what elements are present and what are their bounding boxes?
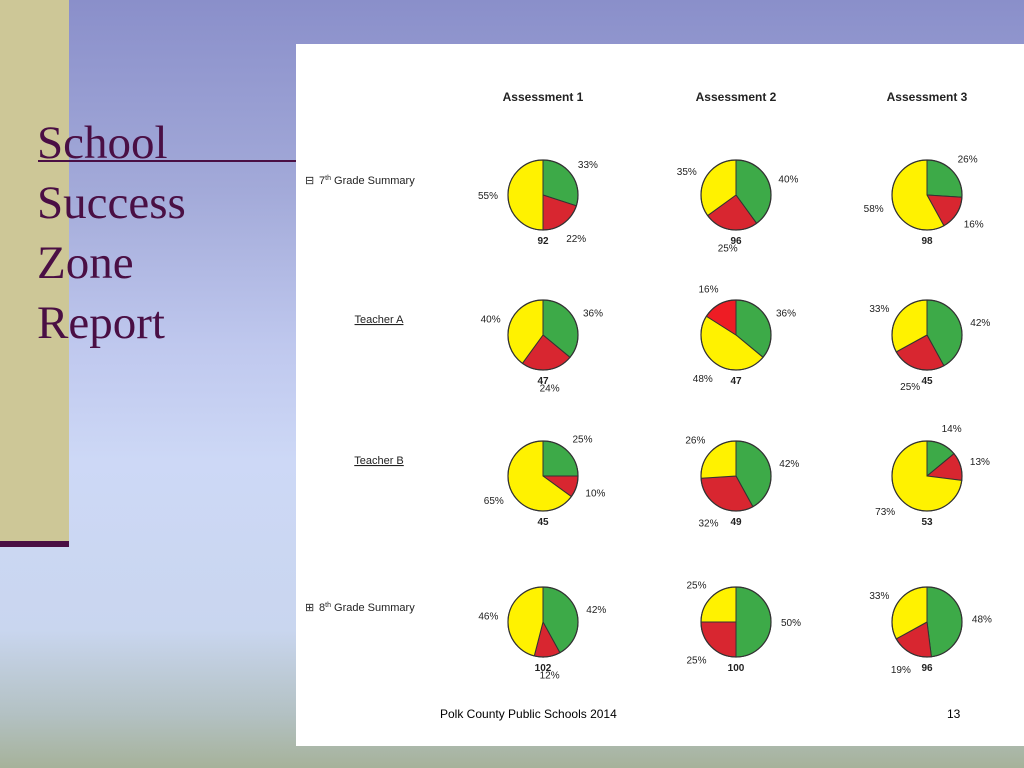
student-count-label: 96 — [921, 663, 933, 674]
yellow-percent-label: 40% — [481, 315, 501, 326]
page-number: 13 — [947, 707, 961, 721]
pie-outline — [507, 159, 579, 231]
green-percent-label: 36% — [583, 308, 603, 319]
red-percent-label: 22% — [566, 234, 586, 245]
title-underline — [38, 160, 300, 162]
green-slice — [926, 586, 963, 658]
footer-text: Polk County Public Schools 2014 — [440, 707, 617, 721]
pie-outline — [700, 440, 772, 512]
yellow-percent-label: 73% — [875, 507, 895, 518]
row-label: 7th Grade Summary — [319, 175, 415, 187]
green-percent-label: 26% — [958, 155, 978, 166]
red-percent-label: 25% — [900, 382, 920, 393]
red-percent-label: 16% — [698, 285, 718, 296]
green-percent-label: 42% — [779, 459, 799, 470]
red-percent-label: 24% — [540, 384, 560, 395]
pie-outline — [507, 299, 579, 371]
student-count-label: 98 — [921, 236, 933, 247]
expand-toggle-icon: ⊞ — [305, 602, 314, 614]
green-percent-label: 36% — [776, 308, 796, 319]
pie-outline — [700, 299, 772, 371]
student-count-label: 45 — [537, 517, 549, 528]
yellow-percent-label: 48% — [693, 374, 713, 385]
red-percent-label: 19% — [891, 665, 911, 676]
title-line-2: Success — [37, 177, 186, 229]
red-percent-label: 25% — [718, 243, 738, 254]
yellow-percent-label: 58% — [864, 204, 884, 215]
student-count-label: 100 — [728, 663, 745, 674]
student-count-label: 45 — [921, 376, 933, 387]
yellow-percent-label: 46% — [478, 611, 498, 622]
row-label: Teacher B — [354, 455, 404, 467]
pie-outline — [891, 159, 963, 231]
red-percent-label: 13% — [970, 457, 990, 468]
green-percent-label: 25% — [573, 435, 593, 446]
green-percent-label: 42% — [970, 318, 990, 329]
row-label: Teacher A — [355, 314, 405, 326]
red-percent-label: 12% — [540, 671, 560, 682]
student-count-label: 96 — [730, 236, 742, 247]
column-header: Assessment 3 — [887, 90, 968, 104]
student-count-label: 102 — [535, 663, 552, 674]
pie-outline — [891, 440, 963, 512]
green-percent-label: 40% — [778, 175, 798, 186]
expand-toggle-icon: ⊟ — [305, 175, 314, 187]
yellow-percent-label: 35% — [677, 167, 697, 178]
red-percent-label: 16% — [964, 219, 984, 230]
row-label: 8th Grade Summary — [319, 602, 415, 614]
pie-chart-grid: Assessment 1 Assessment 2 Assessment 3 ⊟ 7th… — [305, 90, 992, 682]
green-percent-label: 42% — [586, 605, 606, 616]
green-slice — [735, 586, 772, 658]
title-line-3: Zone — [37, 237, 134, 289]
green-percent-label: 14% — [942, 424, 962, 435]
green-percent-label: 50% — [781, 618, 801, 629]
pie-outline — [507, 586, 579, 658]
slide-title: School Success Zone Report — [37, 113, 186, 353]
yellow-percent-label: 55% — [478, 191, 498, 202]
chart-panel: Assessment 1 Assessment 2 Assessment 3 ⊟ 7th… — [296, 44, 1024, 746]
column-header: Assessment 2 — [696, 90, 777, 104]
red-percent-label: 10% — [585, 488, 605, 499]
green-percent-label: 48% — [972, 615, 992, 626]
pie-outline — [891, 586, 963, 658]
title-line-4: Report — [37, 297, 165, 349]
student-count-label: 47 — [537, 376, 549, 387]
left-bar-accent-line — [0, 541, 69, 547]
green-percent-label: 33% — [578, 160, 598, 171]
yellow-percent-label: 26% — [685, 436, 705, 447]
yellow-slice — [507, 159, 544, 231]
student-count-label: 47 — [730, 376, 742, 387]
yellow-percent-label: 65% — [484, 496, 504, 507]
yellow-slice — [700, 440, 737, 479]
pie-outline — [700, 159, 772, 231]
pie-outline — [891, 299, 963, 371]
yellow-percent-label: 33% — [869, 591, 889, 602]
pie-outline — [507, 440, 579, 512]
column-header: Assessment 1 — [503, 90, 584, 104]
student-count-label: 92 — [537, 236, 549, 247]
yellow-percent-label: 25% — [686, 581, 706, 592]
student-count-label: 53 — [921, 517, 933, 528]
yellow-percent-label: 33% — [869, 304, 889, 315]
pie-outline — [700, 586, 772, 658]
student-count-label: 49 — [730, 517, 742, 528]
red-percent-label: 32% — [698, 518, 718, 529]
title-line-1: School — [37, 117, 168, 169]
left-decorative-bar — [0, 0, 69, 541]
red-percent-label: 25% — [686, 656, 706, 667]
